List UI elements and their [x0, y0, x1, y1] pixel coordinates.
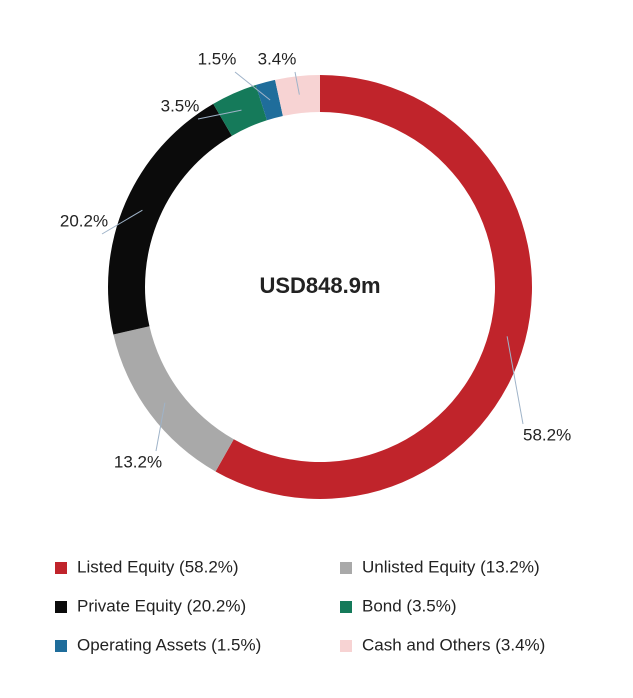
slice: [108, 103, 232, 335]
data-label: 20.2%: [60, 211, 108, 230]
leader-line: [506, 336, 524, 425]
data-label: 13.2%: [114, 452, 162, 471]
legend-swatch: [55, 640, 67, 652]
legend-swatch: [55, 601, 67, 613]
slice: [275, 75, 320, 116]
legend-label: Cash and Others (3.4%): [362, 635, 545, 654]
data-label: 58.2%: [523, 425, 571, 444]
legend-label: Operating Assets (1.5%): [77, 635, 261, 654]
leader-line: [197, 109, 242, 120]
legend-swatch: [340, 640, 352, 652]
legend-swatch: [340, 562, 352, 574]
legend-label: Listed Equity (58.2%): [77, 557, 239, 576]
slice: [215, 75, 532, 499]
data-label: 1.5%: [198, 49, 237, 68]
leader-line: [155, 402, 166, 452]
legend-label: Bond (3.5%): [362, 596, 457, 615]
legend-label: Unlisted Equity (13.2%): [362, 557, 540, 576]
legend-swatch: [55, 562, 67, 574]
leader-line: [234, 71, 271, 101]
data-label: 3.4%: [258, 49, 297, 68]
leader-line: [294, 71, 300, 95]
data-label: 3.5%: [161, 96, 200, 115]
center-label: USD848.9m: [259, 273, 380, 298]
leader-line: [101, 209, 143, 235]
legend-swatch: [340, 601, 352, 613]
slice: [113, 326, 234, 472]
legend-label: Private Equity (20.2%): [77, 596, 246, 615]
